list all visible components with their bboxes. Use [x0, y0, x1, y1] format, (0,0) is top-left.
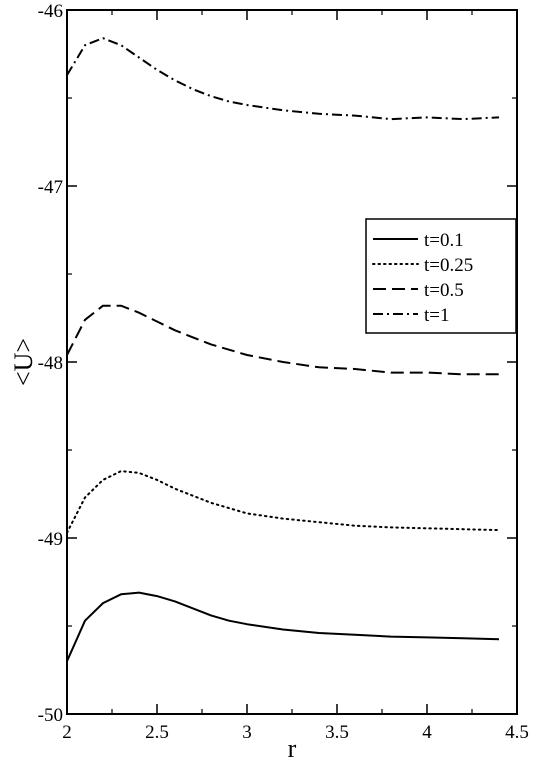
legend-label: t=0.25 [424, 255, 473, 276]
series-line-t-0-1 [66, 591, 500, 662]
x-tick-label: 3 [242, 722, 252, 743]
x-tick-label: 4 [422, 722, 432, 743]
y-tick-label: -48 [38, 353, 63, 374]
legend-items: t=0.1 t=0.25 t=0.5 t=1 [372, 230, 473, 326]
y-tick-label: -47 [38, 177, 63, 198]
tick-labels: 2 2.5 3 3.5 4 4.5 -50 -49 -48 -47 -46 [38, 1, 529, 743]
plot-frame [66, 9, 518, 715]
x-tick-label: 4.5 [505, 722, 529, 743]
y-tick-label: -46 [38, 1, 63, 22]
legend-label: t=0.5 [424, 280, 464, 301]
y-tick-label: -49 [38, 529, 63, 550]
series-line-t-1 [66, 37, 500, 121]
series-line-t-0-25 [66, 470, 500, 534]
x-tick-label: 3.5 [325, 722, 349, 743]
x-tick-label: 2 [62, 722, 72, 743]
series-line-t-0-5 [66, 304, 499, 376]
y-tick-label: -50 [38, 705, 63, 726]
x-axis-title: r [288, 734, 297, 763]
y-axis-title: <U> [9, 338, 38, 386]
legend-label: t=0.1 [424, 230, 464, 251]
series-layer [66, 37, 500, 662]
plot-area: 2 2.5 3 3.5 4 4.5 -50 -49 -48 -47 -46 [38, 1, 529, 743]
x-tick-label: 2.5 [145, 722, 169, 743]
legend-label: t=1 [424, 305, 450, 326]
ticks-layer [66, 9, 518, 715]
legend: t=0.1 t=0.25 t=0.5 t=1 [365, 218, 517, 334]
